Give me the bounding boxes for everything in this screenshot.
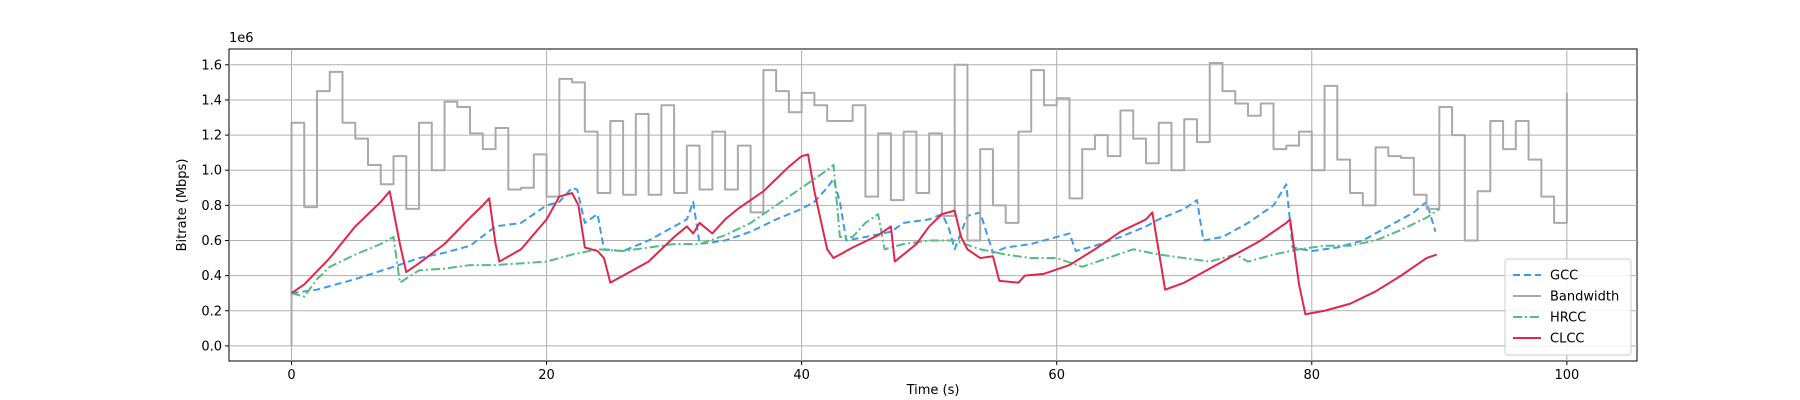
x-tick-label: 80 — [1304, 368, 1321, 383]
y-tick-label: 0.0 — [201, 339, 222, 354]
y-tick-label: 1.4 — [201, 93, 222, 108]
offset-text: 1e6 — [229, 31, 254, 46]
x-tick-label: 0 — [287, 368, 295, 383]
x-axis-label: Time (s) — [906, 383, 960, 398]
y-tick-label: 0.8 — [201, 199, 222, 214]
legend-label: Bandwidth — [1550, 290, 1619, 305]
legend-box — [1504, 258, 1632, 356]
y-tick-label: 1.2 — [201, 129, 222, 144]
x-tick-label: 100 — [1554, 368, 1579, 383]
series-line — [290, 62, 1568, 346]
y-axis-label: Bitrate (Mbps) — [175, 159, 190, 252]
y-tick-label: 1.0 — [201, 164, 222, 179]
y-tick-label: 0.2 — [201, 304, 222, 319]
x-tick-label: 60 — [1048, 368, 1065, 383]
legend-label: GCC — [1550, 269, 1578, 284]
legend-label: HRCC — [1550, 311, 1586, 326]
series-line — [291, 163, 1440, 298]
x-tick-label: 40 — [793, 368, 810, 383]
legend-label: CLCC — [1550, 332, 1584, 347]
y-tick-label: 0.6 — [201, 234, 222, 249]
x-tick-label: 20 — [538, 368, 555, 383]
y-tick-label: 0.4 — [201, 269, 222, 284]
y-tick-label: 1.6 — [201, 58, 222, 73]
series-line — [290, 153, 1438, 316]
legend: GCC Bandwidth HRCC CLCC — [1504, 258, 1632, 356]
